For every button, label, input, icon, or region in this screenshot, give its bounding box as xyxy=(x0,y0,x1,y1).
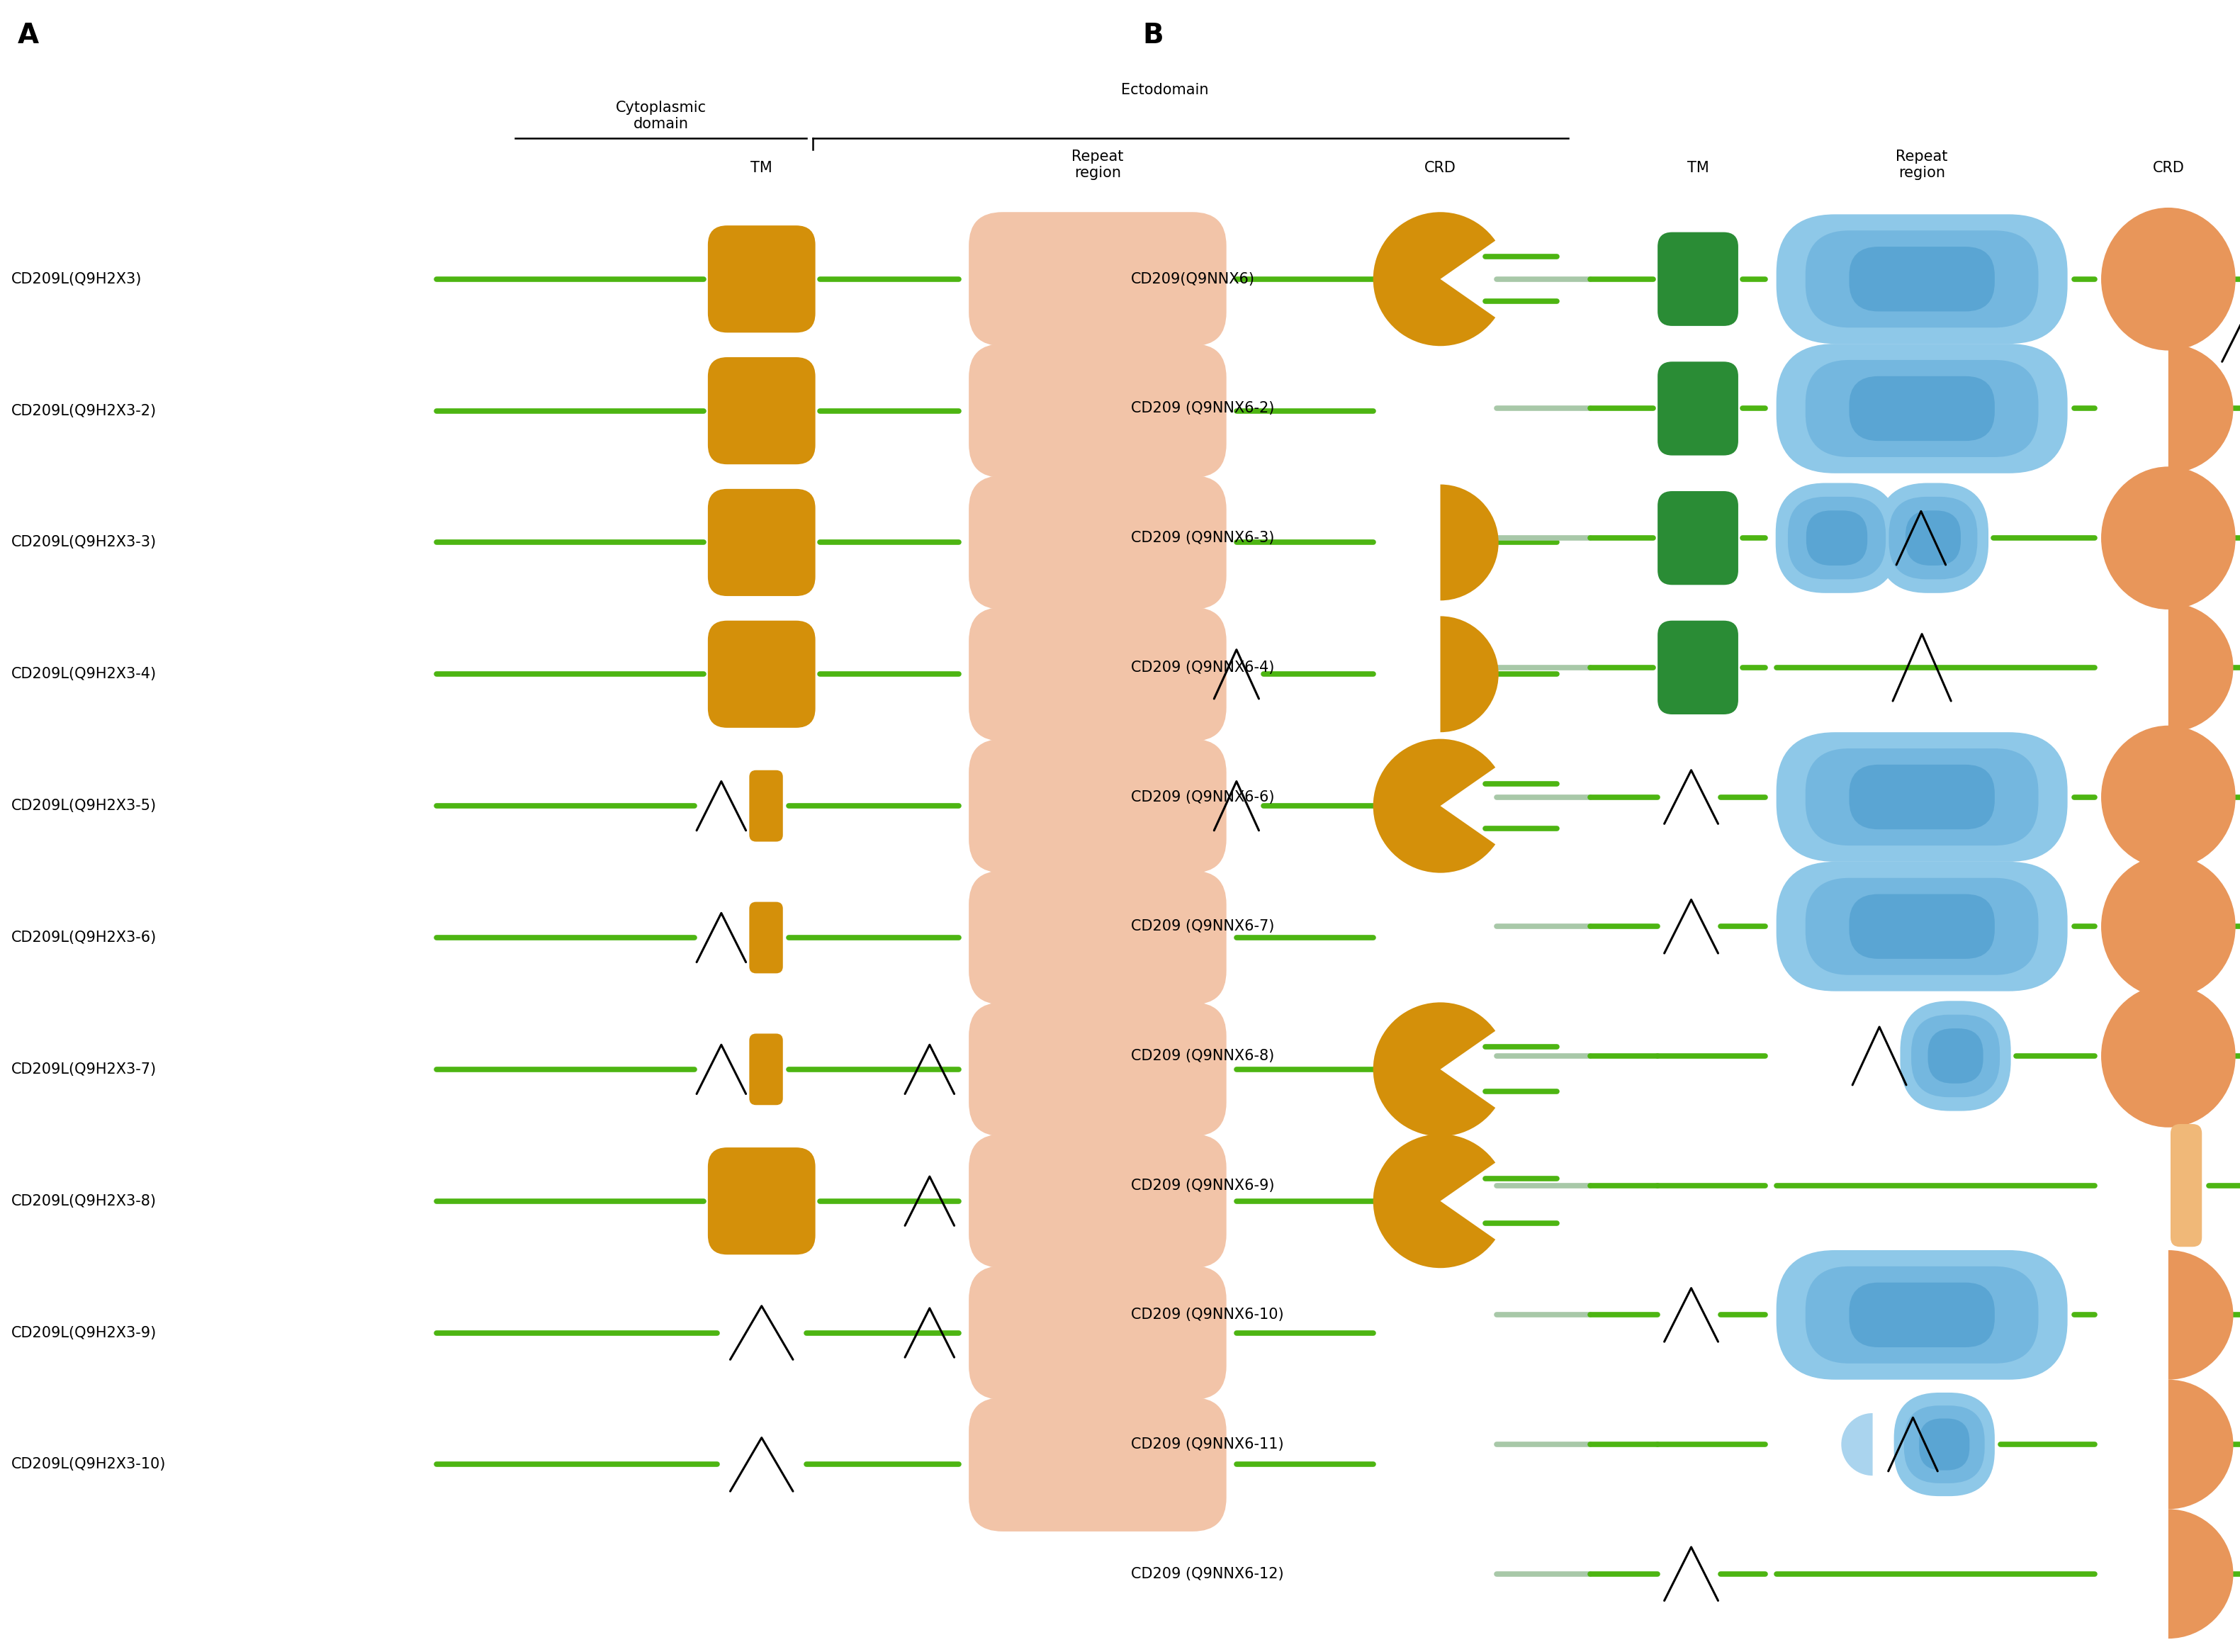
FancyBboxPatch shape xyxy=(1911,1014,2000,1097)
Wedge shape xyxy=(2168,1251,2233,1379)
Wedge shape xyxy=(2168,1379,2233,1510)
Text: CD209 (Q9NNX6-8): CD209 (Q9NNX6-8) xyxy=(1131,1049,1275,1062)
Wedge shape xyxy=(1440,484,1499,601)
Text: CD209L(Q9H2X3-10): CD209L(Q9H2X3-10) xyxy=(11,1457,166,1472)
FancyBboxPatch shape xyxy=(1788,497,1886,580)
Text: CD209L(Q9H2X3-9): CD209L(Q9H2X3-9) xyxy=(11,1325,157,1340)
Text: TM: TM xyxy=(750,160,773,175)
Text: TM: TM xyxy=(1687,160,1709,175)
FancyBboxPatch shape xyxy=(1805,748,2038,846)
FancyBboxPatch shape xyxy=(1848,377,1994,441)
FancyBboxPatch shape xyxy=(1877,482,1989,593)
Wedge shape xyxy=(1373,1133,1496,1269)
Wedge shape xyxy=(2168,1510,2233,1639)
Text: Repeat
region: Repeat region xyxy=(1071,150,1124,180)
FancyBboxPatch shape xyxy=(1906,510,1960,565)
Text: CD209L(Q9H2X3): CD209L(Q9H2X3) xyxy=(11,273,141,286)
FancyBboxPatch shape xyxy=(1658,621,1738,714)
Text: CD209 (Q9NNX6-4): CD209 (Q9NNX6-4) xyxy=(1131,661,1275,674)
Text: CRD: CRD xyxy=(2153,160,2184,175)
FancyBboxPatch shape xyxy=(1929,1029,1982,1084)
FancyBboxPatch shape xyxy=(968,1003,1228,1137)
Ellipse shape xyxy=(2101,856,2236,998)
Wedge shape xyxy=(1373,211,1496,345)
Text: Repeat
region: Repeat region xyxy=(1895,150,1949,180)
FancyBboxPatch shape xyxy=(1805,510,1868,565)
Text: CD209L(Q9H2X3-5): CD209L(Q9H2X3-5) xyxy=(11,800,157,813)
FancyBboxPatch shape xyxy=(1805,231,2038,327)
FancyBboxPatch shape xyxy=(968,344,1228,477)
Text: CD209 (Q9NNX6-6): CD209 (Q9NNX6-6) xyxy=(1131,790,1275,805)
FancyBboxPatch shape xyxy=(1776,482,1897,593)
FancyBboxPatch shape xyxy=(968,1398,1228,1531)
Text: CD209L(Q9H2X3-8): CD209L(Q9H2X3-8) xyxy=(11,1194,157,1208)
FancyBboxPatch shape xyxy=(2171,1123,2202,1247)
FancyBboxPatch shape xyxy=(708,357,815,464)
FancyBboxPatch shape xyxy=(708,489,815,596)
FancyBboxPatch shape xyxy=(1848,765,1994,829)
FancyBboxPatch shape xyxy=(1895,1393,1994,1497)
Wedge shape xyxy=(2168,344,2233,472)
Text: CD209 (Q9NNX6-7): CD209 (Q9NNX6-7) xyxy=(1131,920,1275,933)
FancyBboxPatch shape xyxy=(1776,344,2068,472)
Text: CD209L(Q9H2X3-2): CD209L(Q9H2X3-2) xyxy=(11,403,157,418)
Text: CD209L(Q9H2X3-7): CD209L(Q9H2X3-7) xyxy=(11,1062,157,1077)
Ellipse shape xyxy=(2101,985,2236,1127)
Text: Cytoplasmic
domain: Cytoplasmic domain xyxy=(616,101,706,131)
FancyBboxPatch shape xyxy=(968,608,1228,742)
FancyBboxPatch shape xyxy=(1805,1267,2038,1363)
FancyBboxPatch shape xyxy=(748,902,784,973)
FancyBboxPatch shape xyxy=(968,738,1228,872)
Text: CD209 (Q9NNX6-10): CD209 (Q9NNX6-10) xyxy=(1131,1308,1284,1322)
Text: Ectodomain: Ectodomain xyxy=(1120,83,1210,97)
FancyBboxPatch shape xyxy=(1658,362,1738,456)
FancyBboxPatch shape xyxy=(1658,491,1738,585)
FancyBboxPatch shape xyxy=(968,476,1228,610)
FancyBboxPatch shape xyxy=(748,770,784,841)
Ellipse shape xyxy=(2101,208,2236,350)
Text: A: A xyxy=(18,23,40,50)
Wedge shape xyxy=(1373,1003,1496,1137)
FancyBboxPatch shape xyxy=(968,871,1228,1004)
Wedge shape xyxy=(1373,738,1496,872)
FancyBboxPatch shape xyxy=(1776,215,2068,344)
FancyBboxPatch shape xyxy=(1776,1251,2068,1379)
FancyBboxPatch shape xyxy=(1805,360,2038,458)
FancyBboxPatch shape xyxy=(708,1148,815,1254)
Wedge shape xyxy=(1841,1412,1873,1475)
Ellipse shape xyxy=(2101,466,2236,610)
Text: CD209L(Q9H2X3-3): CD209L(Q9H2X3-3) xyxy=(11,535,157,550)
FancyBboxPatch shape xyxy=(1776,862,2068,991)
FancyBboxPatch shape xyxy=(1848,246,1994,312)
Text: CD209 (Q9NNX6-11): CD209 (Q9NNX6-11) xyxy=(1131,1437,1284,1452)
Text: CD209(Q9NNX6): CD209(Q9NNX6) xyxy=(1131,273,1254,286)
Ellipse shape xyxy=(2101,725,2236,869)
FancyBboxPatch shape xyxy=(1776,732,2068,862)
FancyBboxPatch shape xyxy=(1888,497,1978,580)
Text: B: B xyxy=(1142,23,1163,50)
Text: CD209L(Q9H2X3-6): CD209L(Q9H2X3-6) xyxy=(11,930,157,945)
FancyBboxPatch shape xyxy=(1900,1001,2012,1110)
FancyBboxPatch shape xyxy=(1848,894,1994,958)
FancyBboxPatch shape xyxy=(1920,1419,1969,1470)
Text: CD209 (Q9NNX6-3): CD209 (Q9NNX6-3) xyxy=(1131,530,1275,545)
Text: CD209 (Q9NNX6-2): CD209 (Q9NNX6-2) xyxy=(1131,401,1275,416)
FancyBboxPatch shape xyxy=(1848,1282,1994,1348)
FancyBboxPatch shape xyxy=(1658,233,1738,325)
FancyBboxPatch shape xyxy=(968,211,1228,345)
Wedge shape xyxy=(1440,616,1499,732)
Wedge shape xyxy=(2168,603,2233,732)
FancyBboxPatch shape xyxy=(968,1133,1228,1269)
FancyBboxPatch shape xyxy=(1904,1406,1985,1483)
FancyBboxPatch shape xyxy=(1805,877,2038,975)
FancyBboxPatch shape xyxy=(968,1265,1228,1399)
Text: CD209 (Q9NNX6-12): CD209 (Q9NNX6-12) xyxy=(1131,1566,1284,1581)
Text: CRD: CRD xyxy=(1425,160,1456,175)
FancyBboxPatch shape xyxy=(708,225,815,332)
FancyBboxPatch shape xyxy=(748,1034,784,1105)
Text: CD209 (Q9NNX6-9): CD209 (Q9NNX6-9) xyxy=(1131,1178,1275,1193)
Text: CD209L(Q9H2X3-4): CD209L(Q9H2X3-4) xyxy=(11,667,157,681)
FancyBboxPatch shape xyxy=(708,621,815,729)
